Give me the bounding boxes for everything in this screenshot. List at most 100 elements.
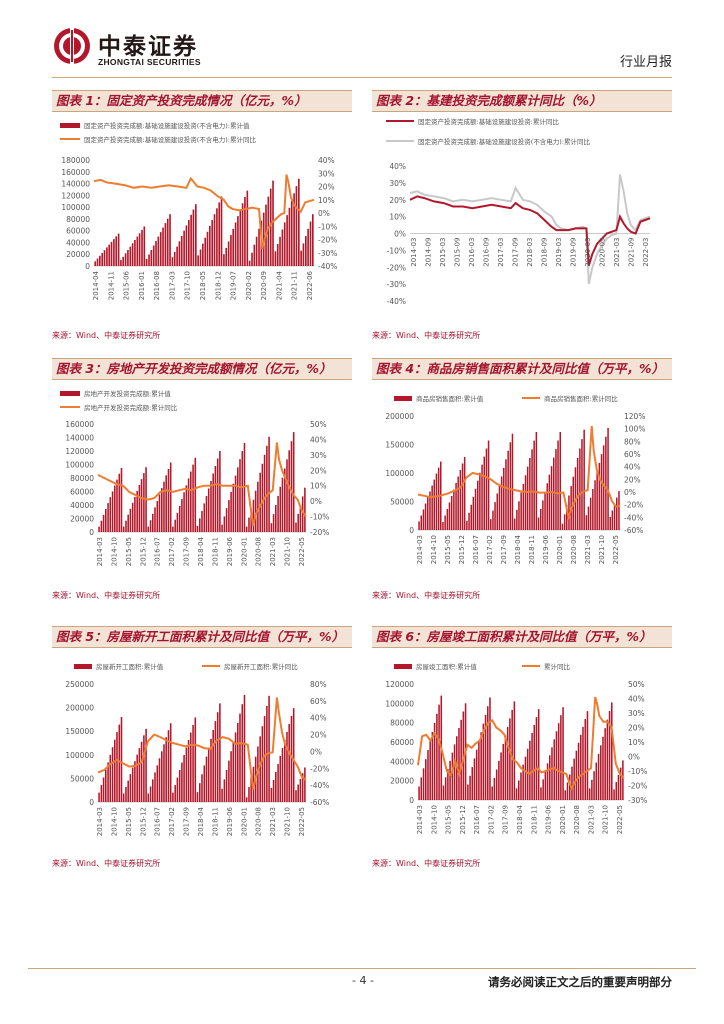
x-tick-label: 2015-12 [139, 537, 147, 566]
x-tick-label: 2017-02 [486, 535, 494, 564]
bar [498, 760, 500, 800]
y-left-tick-label: 100000 [385, 469, 414, 478]
bar [216, 712, 219, 802]
bar [286, 732, 288, 802]
y-left-tick-label: 0 [89, 798, 94, 807]
bar [220, 196, 223, 266]
bar [468, 512, 470, 530]
bar [205, 756, 208, 802]
bar [107, 503, 109, 532]
bar [129, 774, 132, 802]
bar [269, 188, 272, 266]
bar [580, 734, 582, 800]
bar [524, 756, 527, 800]
bar [288, 724, 290, 802]
legend-bar-swatch [60, 123, 80, 128]
bar [277, 495, 279, 532]
legend-label: 固定资产投资完成额:基础设施建设投资:累计同比 [418, 117, 559, 126]
bar [618, 491, 620, 530]
bar [279, 755, 282, 802]
bar [576, 457, 579, 530]
bar [163, 744, 165, 802]
bar [246, 190, 249, 266]
bar [272, 180, 274, 266]
x-tick-label: 2014-03 [96, 537, 104, 566]
bar [270, 523, 273, 532]
bar [535, 432, 538, 530]
bar [516, 509, 518, 530]
bar [263, 716, 266, 802]
bar [169, 723, 172, 802]
legend-label: 商品房销售面积:累计值 [416, 394, 484, 403]
x-tick-label: 2021-10 [284, 807, 292, 836]
bar [138, 233, 141, 266]
bar [169, 214, 171, 266]
x-tick-label: 2020-01 [240, 537, 248, 566]
bar [299, 505, 302, 532]
bar [225, 247, 228, 266]
bar [125, 520, 127, 532]
bar [425, 759, 427, 800]
bar [529, 458, 531, 530]
y-right-tick-label: 40% [310, 435, 327, 444]
bar [301, 496, 304, 532]
bar [422, 768, 425, 800]
x-tick-label: 2017-03 [168, 271, 176, 300]
bar [201, 510, 203, 532]
bar [140, 479, 143, 532]
x-tick-label: 2014-09 [425, 238, 433, 267]
y-left-tick-label: 40000 [390, 757, 414, 766]
bar [154, 507, 156, 532]
bar [531, 732, 533, 800]
bar [542, 500, 544, 530]
y-tick-label: 20% [389, 196, 406, 205]
yoy-line [97, 697, 307, 790]
x-tick-label: 2020-09 [599, 238, 607, 267]
bar [564, 790, 567, 800]
completed-area-chart: 房屋竣工面积:累计值 累计同比 0 20000 40000 60000 80000 10000… [385, 662, 647, 834]
bar [228, 760, 230, 802]
bar [210, 738, 212, 802]
bar [190, 732, 192, 802]
bar [566, 782, 569, 800]
y-tick-label: 40% [389, 162, 406, 171]
bar [608, 711, 611, 800]
bar [209, 226, 211, 266]
bar [619, 767, 622, 800]
bar [602, 736, 604, 800]
bar [513, 701, 516, 800]
x-tick-label: 2016-03 [468, 238, 476, 267]
y-right-tick-label: 40% [624, 463, 641, 472]
y-right-tick-label: -10% [318, 222, 337, 231]
x-tick-label: 2015-09 [454, 238, 462, 267]
bar [219, 451, 221, 532]
bar [218, 202, 221, 266]
bar [284, 740, 286, 802]
bar [187, 740, 190, 802]
y-right-tick-label: 20% [310, 466, 327, 475]
x-tick-label: 2018-04 [514, 534, 522, 564]
bar [461, 463, 464, 530]
y-tick-label: -20% [387, 263, 406, 272]
bar [205, 496, 208, 532]
x-tick-label: 2015-05 [445, 805, 453, 834]
y-left-tick-label: 40000 [70, 501, 94, 510]
bar [163, 481, 165, 532]
x-tick-label: 2022-05 [298, 807, 306, 836]
yoy-line [97, 442, 307, 527]
bar [492, 510, 494, 530]
company-name-cn: 中泰证券 [98, 34, 198, 60]
bar [115, 236, 118, 266]
bar [122, 256, 125, 266]
y-left-tick-label: 50000 [70, 774, 94, 783]
y-right-tick-label: 20% [628, 724, 645, 733]
bar [214, 466, 217, 532]
bar [173, 251, 176, 266]
figure-title: 图表 6：房屋竣工面积累计及同比值（万平，%） [372, 626, 672, 648]
bar [131, 502, 134, 532]
bar [147, 526, 150, 532]
bar [515, 788, 518, 800]
legend-label: 房屋新开工面积:累计同比 [224, 662, 298, 671]
y-right-tick-label: 40% [318, 156, 335, 165]
page-number: - 4 - [352, 974, 374, 987]
